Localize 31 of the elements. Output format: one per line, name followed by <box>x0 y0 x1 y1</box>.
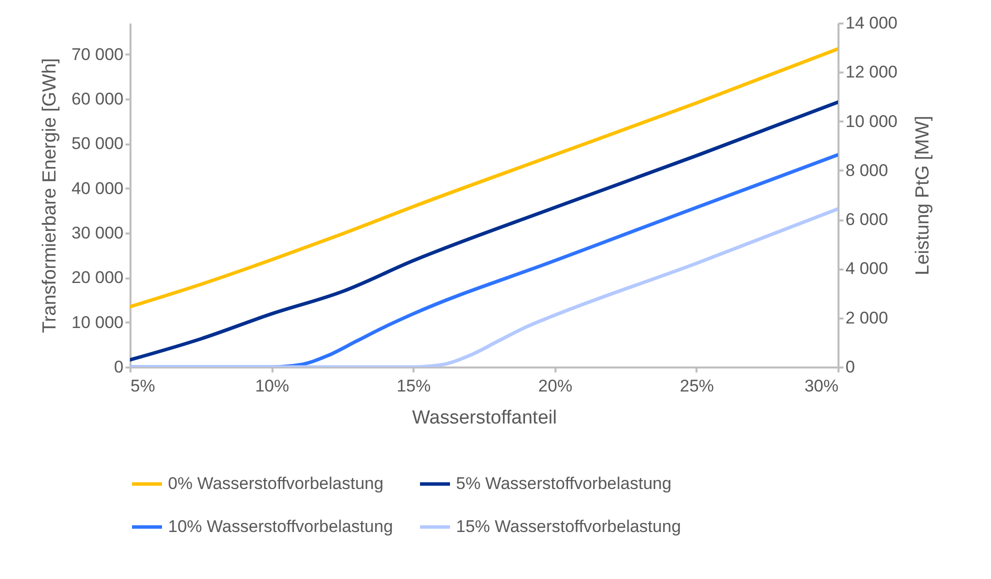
y-tick-label: 10 000 <box>72 312 124 332</box>
legend-label: 0% Wasserstoffvorbelastung <box>168 474 384 493</box>
x-tick-label: 30% <box>804 376 838 396</box>
y2-tick-label: 6 000 <box>846 210 888 230</box>
x-tick-label: 10% <box>255 376 290 396</box>
y2-tick-label: 10 000 <box>846 112 898 131</box>
y-tick-label: 30 000 <box>72 223 124 242</box>
y-tick-label: 70 000 <box>72 44 124 64</box>
y-tick-label: 40 000 <box>72 178 124 198</box>
y-tick-label: 0 <box>114 358 124 376</box>
y2-tick-label: 12 000 <box>846 62 898 82</box>
legend-label: 15% Wasserstoffvorbelastung <box>456 517 681 536</box>
x-axis-title: Wasserstoffanteil <box>412 408 557 428</box>
legend-label: 10% Wasserstoffvorbelastung <box>168 517 393 536</box>
y-tick-label: 20 000 <box>72 268 124 288</box>
legend-label: 5% Wasserstoffvorbelastung <box>456 474 672 493</box>
y2-axis-title: Leistung PtG [MW] <box>912 116 934 276</box>
y2-tick-label: 14 000 <box>846 14 898 32</box>
y2-tick-label: 4 000 <box>846 259 888 278</box>
y2-tick-label: 2 000 <box>846 308 888 328</box>
x-tick-label: 20% <box>538 376 572 396</box>
line-series <box>130 47 838 308</box>
x-tick-label: 5% <box>130 376 156 396</box>
y2-tick-label: 8 000 <box>846 160 888 180</box>
y-tick-label: 50 000 <box>72 134 124 154</box>
y2-tick-label: 0 <box>846 358 855 376</box>
y-axis-title: Transformierbare Energie [GWh] <box>40 58 61 333</box>
y-tick-label: 60 000 <box>72 89 124 108</box>
x-tick-label: 15% <box>396 376 431 396</box>
x-tick-label: 25% <box>680 376 714 396</box>
line-series <box>130 100 838 362</box>
